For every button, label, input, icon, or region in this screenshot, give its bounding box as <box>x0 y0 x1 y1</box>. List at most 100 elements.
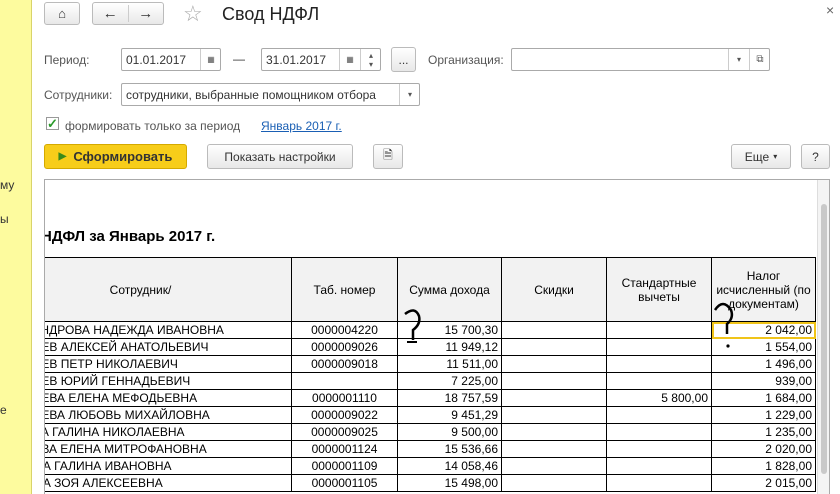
select-period-button[interactable]: ... <box>391 47 416 72</box>
close-icon[interactable]: × <box>826 2 835 18</box>
table-cell[interactable]: ИВАНОВА ГАЛИНА ИВАНОВНА <box>45 457 292 475</box>
sidebar-text: е <box>0 403 7 417</box>
table-cell[interactable]: 2 015,00 <box>711 474 816 492</box>
table-cell[interactable]: ВАСИЛЬЕВА ЛЮБОВЬ МИХАЙЛОВНА <box>45 406 292 424</box>
period-spinner[interactable]: ▴ ▾ <box>360 49 381 70</box>
table-cell[interactable]: 11 511,00 <box>397 355 502 373</box>
employees-label: Сотрудники: <box>44 88 113 102</box>
only-period-checkbox[interactable]: ✓ <box>46 116 59 131</box>
forward-button[interactable]: → <box>129 5 164 22</box>
table-cell[interactable]: 14 058,46 <box>397 457 502 475</box>
play-icon: ▶ <box>58 151 67 162</box>
table-cell[interactable]: 0000001109 <box>291 457 398 475</box>
table-cell[interactable]: 1 235,00 <box>711 423 816 441</box>
table-cell[interactable] <box>501 389 607 407</box>
table-cell[interactable]: 18 757,59 <box>397 389 502 407</box>
table-cell[interactable]: 9 500,00 <box>397 423 502 441</box>
table-cell[interactable]: 0000009025 <box>291 423 398 441</box>
star-icon[interactable]: ☆ <box>183 1 203 26</box>
table-cell[interactable]: 0000009018 <box>291 355 398 373</box>
table-cell[interactable]: 15 536,66 <box>397 440 502 458</box>
generate-button[interactable]: ▶ Сформировать <box>44 144 187 169</box>
sidebar-text: му <box>0 178 15 192</box>
table-cell[interactable] <box>606 423 712 441</box>
organization-field[interactable]: ▾ ⧉ <box>511 48 770 71</box>
date-from-field[interactable]: 01.01.2017 ▦ <box>121 48 221 71</box>
date-to-value: 31.01.2017 <box>266 52 327 67</box>
table-cell[interactable]: 15 498,00 <box>397 474 502 492</box>
preview-button[interactable]: 🗎 <box>373 144 403 169</box>
table-cell[interactable]: 2 042,00 <box>711 321 816 339</box>
table-cell[interactable] <box>501 474 607 492</box>
table-cell[interactable]: ВАСИЛЬЕВ АЛЕКСЕЙ АНАТОЛЬЕВИЧ <box>45 338 292 356</box>
table-cell[interactable]: ЕГОРОВА ГАЛИНА НИКОЛАЕВНА <box>45 423 292 441</box>
generate-label: Сформировать <box>73 149 173 164</box>
date-to-field[interactable]: 31.01.2017 ▦ ▴ ▾ <box>261 48 381 71</box>
table-cell[interactable]: ЗАХАРОВА ЕЛЕНА МИТРОФАНОВНА <box>45 440 292 458</box>
table-row[interactable]: ЗАХАРОВА ЕЛЕНА МИТРОФАНОВНА000000112415 … <box>45 440 816 458</box>
scrollbar-thumb[interactable] <box>821 204 827 474</box>
help-button[interactable]: ? <box>801 144 830 169</box>
home-icon: ⌂ <box>58 6 66 21</box>
table-cell[interactable] <box>606 440 712 458</box>
table-cell[interactable]: 1 828,00 <box>711 457 816 475</box>
table-cell[interactable]: ВАСИЛЬЕВ ПЕТР НИКОЛАЕВИЧ <box>45 355 292 373</box>
date-from-value: 01.01.2017 <box>126 52 187 67</box>
table-cell[interactable]: 0000009022 <box>291 406 398 424</box>
employees-field[interactable]: сотрудники, выбранные помощником отбора ▾ <box>121 83 420 106</box>
column-header: Скидки <box>501 257 607 322</box>
column-header: Налог исчисленный (по документам) <box>711 257 816 322</box>
table-cell[interactable] <box>501 406 607 424</box>
table-cell[interactable]: 0000001105 <box>291 474 398 492</box>
table-cell[interactable]: 5 800,00 <box>606 389 712 407</box>
table-cell[interactable]: 9 451,29 <box>397 406 502 424</box>
show-settings-button[interactable]: Показать настройки <box>207 144 353 169</box>
only-period-label: формировать только за период <box>65 119 241 133</box>
table-cell[interactable] <box>606 474 712 492</box>
table-cell[interactable] <box>501 457 607 475</box>
table-row[interactable]: ВАСИЛЬЕВ АЛЕКСЕЙ АНАТОЛЬЕВИЧ000000902611… <box>45 338 816 356</box>
table-cell[interactable]: 11 949,12 <box>397 338 502 356</box>
column-header: Стандартные вычеты <box>606 257 712 322</box>
back-button[interactable]: ← <box>93 5 129 22</box>
table-cell[interactable]: 1 229,00 <box>711 406 816 424</box>
table-cell[interactable]: 1 684,00 <box>711 389 816 407</box>
more-button[interactable]: Еще ▾ <box>731 144 791 169</box>
nav-buttons: ← → <box>92 2 164 25</box>
table-cell[interactable]: 2 020,00 <box>711 440 816 458</box>
table-cell[interactable]: 7 225,00 <box>397 372 502 390</box>
home-button[interactable]: ⌂ <box>44 2 80 25</box>
report-table: Сотрудник/ Таб. номер Сумма дохода Скидк… <box>45 257 816 492</box>
report-area: НДФЛ за Январь 2017 г. Сотрудник/ Таб. н… <box>44 179 830 494</box>
table-cell[interactable]: ИВАНОВА ЗОЯ АЛЕКСЕЕВНА <box>45 474 292 492</box>
report-title: НДФЛ за Январь 2017 г. <box>44 228 216 245</box>
open-icon[interactable]: ⧉ <box>749 49 770 70</box>
table-cell[interactable] <box>606 406 712 424</box>
table-cell[interactable] <box>501 423 607 441</box>
organization-label: Организация: <box>428 53 504 67</box>
sidebar-text: ы <box>0 212 9 226</box>
calendar-icon[interactable]: ▦ <box>339 49 360 70</box>
employees-value: сотрудники, выбранные помощником отбора <box>126 87 376 102</box>
table-cell[interactable]: ВАСИЛЬЕВА ЕЛЕНА МЕФОДЬЕВНА <box>45 389 292 407</box>
chevron-down-icon: ▾ <box>773 152 778 161</box>
table-cell[interactable]: 0000001110 <box>291 389 398 407</box>
handwritten-question-marks <box>404 302 734 348</box>
chevron-down-icon[interactable]: ▾ <box>728 49 749 70</box>
table-cell[interactable] <box>501 440 607 458</box>
table-cell[interactable] <box>606 457 712 475</box>
calendar-icon[interactable]: ▦ <box>200 49 221 70</box>
chevron-down-icon[interactable]: ▾ <box>399 84 420 105</box>
period-link[interactable]: Январь 2017 г. <box>261 119 342 133</box>
arrow-right-icon: → <box>138 5 154 22</box>
table-cell[interactable]: 1 554,00 <box>711 338 816 356</box>
sidebar: му ы е <box>0 0 32 494</box>
table-cell[interactable]: 0000001124 <box>291 440 398 458</box>
report-scrollbar[interactable] <box>817 180 829 494</box>
page-title: Свод НДФЛ <box>222 4 320 24</box>
